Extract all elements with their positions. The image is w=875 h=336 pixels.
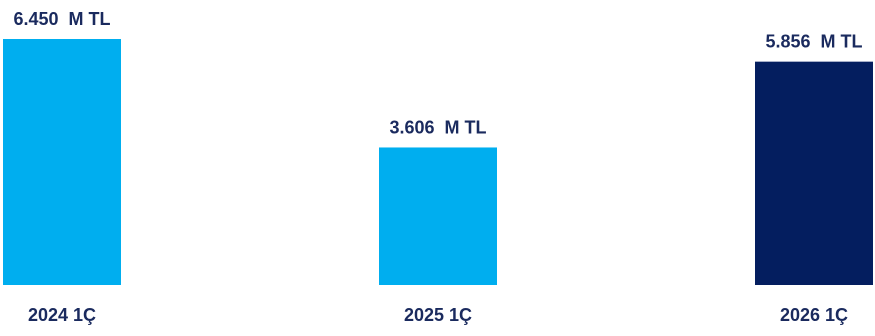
category-label-2: 2025 1Ç bbox=[404, 305, 472, 325]
category-label-1: 2024 1Ç bbox=[28, 305, 96, 325]
bar-3 bbox=[755, 61, 873, 286]
data-label-1: 6.450 M TL bbox=[13, 9, 110, 29]
category-label-3: 2026 1Ç bbox=[780, 305, 848, 325]
data-label-3: 5.856 M TL bbox=[765, 32, 862, 52]
bar-2 bbox=[379, 147, 497, 285]
data-label-2: 3.606 M TL bbox=[389, 117, 486, 137]
bar-1 bbox=[3, 39, 121, 285]
